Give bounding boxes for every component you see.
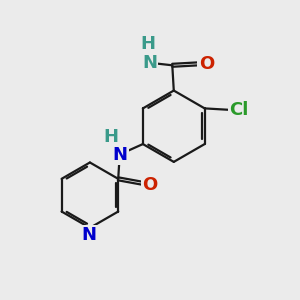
Text: N: N — [142, 54, 157, 72]
Text: H: H — [103, 128, 118, 146]
Text: H: H — [140, 35, 155, 53]
Text: O: O — [199, 55, 214, 73]
Text: O: O — [142, 176, 158, 194]
Text: N: N — [113, 146, 128, 164]
Text: N: N — [82, 226, 97, 244]
Text: Cl: Cl — [229, 101, 248, 119]
